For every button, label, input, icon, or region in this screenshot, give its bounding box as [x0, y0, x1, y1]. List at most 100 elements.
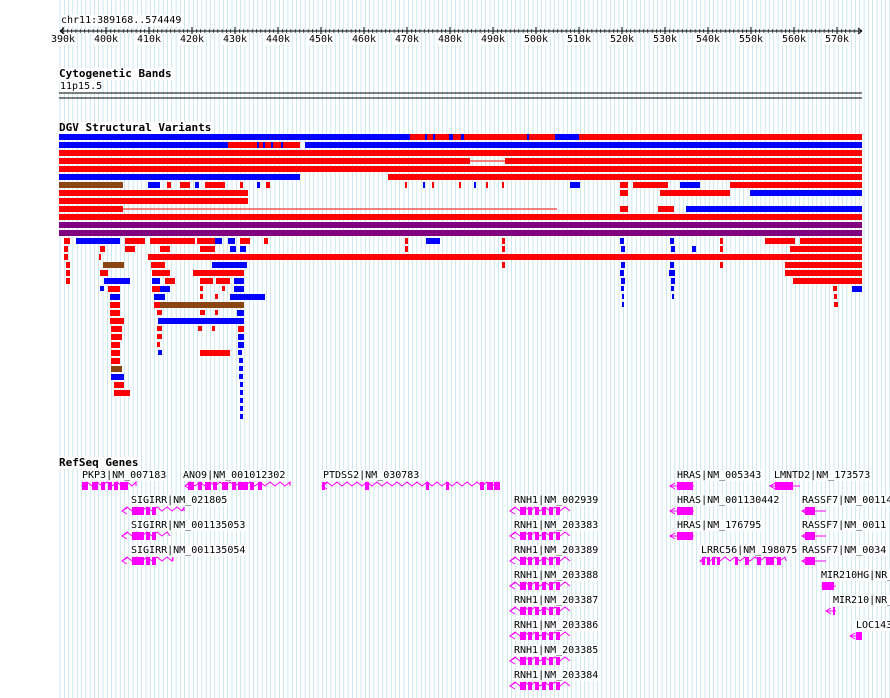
sv-feature [474, 134, 478, 140]
gene-label[interactable]: RASSF7|NM_00114 [801, 495, 890, 506]
sv-feature [100, 286, 104, 291]
sv-feature [237, 310, 244, 316]
gene-exon [528, 657, 532, 665]
strand-arrow [825, 607, 832, 615]
sv-feature [157, 310, 162, 315]
strand-arrow [121, 532, 128, 540]
sv-feature [423, 182, 425, 188]
cytoband-track[interactable] [0, 0, 890, 100]
gene-label[interactable]: SIGIRR|NM_001135053 [130, 520, 247, 531]
gene-model [121, 506, 185, 515]
sv-feature [158, 318, 244, 324]
gene-exon [528, 682, 532, 690]
ruler-tick-label: 430k [222, 34, 248, 45]
strand-arrow [81, 482, 88, 490]
sv-feature [103, 262, 124, 268]
gene-label[interactable]: SIGIRR|NM_001135054 [130, 545, 247, 556]
gene-exon [92, 482, 98, 490]
gene-label[interactable]: LMNTD2|NM_173573 [773, 470, 872, 481]
strand-arrow [184, 482, 191, 490]
gene-label[interactable]: LOC143 [855, 620, 890, 631]
strand-arrow [509, 607, 516, 615]
gene-exon [549, 607, 553, 615]
gene-label[interactable]: HRAS|NM_001130442 [676, 495, 781, 506]
sv-feature [59, 230, 862, 236]
position-ruler[interactable] [0, 0, 890, 45]
sv-feature [150, 238, 195, 244]
sv-feature [238, 326, 244, 332]
sv-feature [388, 174, 862, 180]
sv-feature [538, 134, 540, 140]
gene-exon [717, 557, 720, 565]
gene-exon [556, 582, 560, 590]
gene-label[interactable]: RNH1|NM_203384 [513, 670, 600, 681]
sv-feature [662, 206, 674, 212]
gene-label[interactable]: RASSF7|NM_0034 [801, 545, 888, 556]
gene-label[interactable]: MIR210|NR_ [832, 595, 890, 606]
gene-label[interactable]: ANO9|NM_001012302 [182, 470, 287, 481]
gene-exon [528, 632, 532, 640]
sv-feature [111, 366, 122, 372]
sv-feature [621, 262, 625, 268]
gene-exon [198, 482, 202, 490]
gene-label[interactable]: RNH1|NM_203389 [513, 545, 600, 556]
sv-feature [228, 142, 245, 148]
gene-label[interactable]: HRAS|NM_176795 [676, 520, 763, 531]
dgv-track[interactable] [0, 0, 890, 460]
sv-feature [238, 334, 244, 340]
sv-feature [264, 238, 268, 244]
gene-label[interactable]: HRAS|NM_005343 [676, 470, 763, 481]
gene-exon [250, 482, 254, 490]
ruler-arrows [59, 27, 863, 35]
gene-model [669, 482, 694, 490]
sv-feature [505, 158, 862, 164]
sv-feature [633, 182, 668, 188]
gene-model [509, 506, 571, 515]
gene-label[interactable]: RASSF7|NM_0011 [801, 520, 888, 531]
sv-feature [104, 278, 130, 284]
sv-feature [66, 278, 70, 284]
sv-feature [834, 294, 837, 299]
strand-arrow [321, 482, 328, 490]
sv-feature [160, 302, 244, 308]
ruler-tick-label: 490k [480, 34, 506, 45]
gene-label[interactable]: PTDSS2|NM_030783 [322, 470, 421, 481]
gene-exon [549, 657, 553, 665]
ruler-tick-label: 520k [609, 34, 635, 45]
sv-feature [240, 238, 250, 244]
ruler-tick-label: 500k [523, 34, 549, 45]
gene-exon [365, 482, 369, 490]
gene-exon [542, 557, 546, 565]
sv-feature [240, 246, 246, 252]
sv-feature [670, 238, 674, 244]
sv-feature [154, 302, 160, 308]
locus-label: chr11:389168..574449 [61, 15, 182, 26]
gene-label[interactable]: RNH1|NM_203387 [513, 595, 600, 606]
strand-arrow [821, 582, 828, 590]
sv-feature [59, 198, 248, 204]
ruler-tick-label: 460k [351, 34, 377, 45]
sv-feature [215, 310, 218, 315]
gene-label[interactable]: PKP3|NM_007183 [81, 470, 168, 481]
gene-label[interactable]: LRRC56|NM_198075 [700, 545, 799, 556]
gene-exon [542, 657, 546, 665]
gene-exon [535, 682, 539, 690]
gene-label[interactable]: RNH1|NM_203385 [513, 645, 600, 656]
sv-feature [670, 262, 674, 268]
gene-label[interactable]: RNH1|NM_203386 [513, 620, 600, 631]
gene-exon [528, 507, 532, 515]
gene-label[interactable]: RNH1|NM_203383 [513, 520, 600, 531]
gene-exon [528, 557, 532, 565]
gene-label[interactable]: SIGIRR|NM_021805 [130, 495, 229, 506]
sv-feature [160, 246, 170, 252]
gene-exon [535, 557, 539, 565]
sv-feature [197, 238, 215, 244]
sv-feature [621, 246, 625, 252]
gene-label[interactable]: RNH1|NM_002939 [513, 495, 600, 506]
gene-label[interactable]: RNH1|NM_203388 [513, 570, 600, 581]
sv-feature [111, 334, 122, 340]
sv-feature [216, 278, 230, 284]
gene-model [509, 631, 571, 640]
gene-label[interactable]: MIR210HG|NR_ [820, 570, 890, 581]
